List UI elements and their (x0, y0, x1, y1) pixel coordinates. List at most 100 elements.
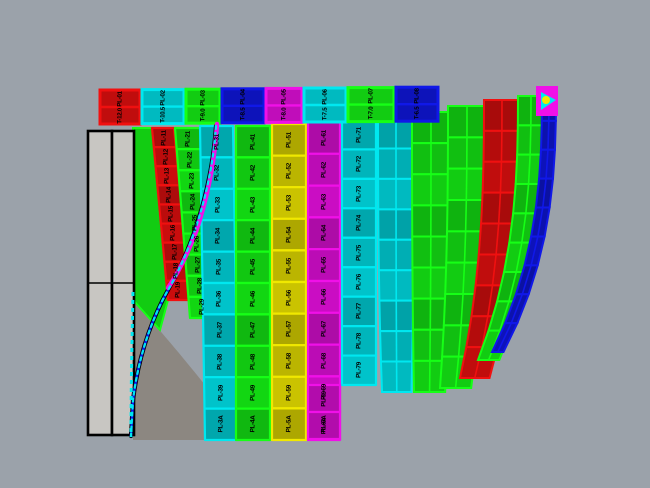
mesh-gridline (454, 356, 460, 389)
cell-label: PL-61 (320, 129, 328, 146)
cell-label: PL-31 (212, 133, 221, 150)
cell-label: PL-57 (285, 321, 293, 338)
cell-label: PL-14 (165, 186, 173, 203)
mesh-gridline (530, 236, 539, 266)
cell-label: PL-24 (189, 193, 198, 210)
cyan-dashed-vertical (129, 291, 135, 438)
cell-label: PL-46 (249, 290, 257, 307)
mesh-gridline (515, 242, 523, 273)
mesh-gridline (525, 183, 530, 214)
mesh-gridline (510, 293, 524, 324)
mesh-gridline (521, 213, 527, 243)
cell-label: PL-18 (172, 263, 181, 280)
cell-label: PL-56 (285, 289, 293, 306)
cell-label: PL-23 (187, 172, 196, 189)
cell-label: PL-65 (320, 257, 328, 274)
cell-label: PL-52 (285, 163, 293, 180)
cell-label: PL-44 (249, 227, 257, 244)
cell-label: PL-22 (186, 151, 194, 168)
cell-label: PL-35 (214, 259, 223, 276)
mesh-cell[interactable] (306, 383, 342, 414)
cell-label: PL-02 (159, 90, 167, 106)
cell-label: PL-49 (249, 384, 257, 401)
cell-label: PL-05 (280, 89, 288, 105)
cell-label: T-9.0 (199, 108, 207, 122)
header-box-group[interactable] (98, 85, 440, 126)
cell-label: PL-36 (215, 290, 224, 307)
cell-label: PL-54 (285, 226, 293, 243)
cell-label: PL-13 (163, 167, 172, 184)
cell-label: PL-19 (174, 282, 182, 299)
mesh-gridline (460, 293, 464, 326)
orientation-marker-dot (542, 96, 550, 104)
cell-label: PL-08 (413, 87, 421, 104)
mesh-gridline (497, 192, 502, 224)
cell-label: PL-58 (285, 352, 293, 370)
cell-label: PL-48 (249, 353, 257, 370)
cell-label: PL-06 (321, 88, 329, 105)
cell-label: PL-75 (355, 244, 363, 261)
cell-label: T-6.5 (413, 106, 421, 120)
right-mesh-group[interactable] (376, 91, 558, 393)
cell-label: PL-07 (367, 88, 375, 104)
mesh-gridline (537, 207, 544, 237)
cell-label: PL-45 (249, 259, 257, 276)
cell-label: PL-74 (355, 214, 363, 232)
profile-curves (128, 121, 220, 439)
mesh-gridline (541, 178, 547, 208)
cell-label: PL-76 (355, 273, 363, 291)
cell-label: PL-01 (116, 90, 124, 107)
cell-label: PL-67 (320, 320, 328, 337)
cell-label: PL-59 (285, 384, 293, 401)
cell-label: PL-6A (320, 417, 328, 434)
mesh-gridline (464, 199, 468, 232)
cell-label: PL-39 (216, 384, 225, 401)
mesh-cell[interactable] (340, 354, 378, 387)
mesh-gridline (462, 262, 466, 295)
cell-label: T-7.0 (367, 106, 375, 120)
cell-label: PL-03 (199, 89, 207, 106)
mesh-gridline (527, 154, 531, 185)
cell-label: T-8.0 (280, 107, 288, 121)
cell-label: PL-29 (197, 299, 206, 316)
cell-label: PL-69 (320, 384, 328, 401)
cell-label: PL-04 (239, 89, 247, 106)
labeled-mesh-group[interactable] (132, 118, 378, 442)
cell-label: T-8.5 (239, 107, 247, 121)
cell-label: PL-3A (217, 415, 226, 433)
cell-label: PL-62 (320, 161, 328, 178)
cell-label: PL-16 (168, 225, 177, 242)
mesh-gridline (545, 149, 549, 179)
cell-label: PL-37 (215, 322, 224, 339)
cell-label: PL-63 (320, 193, 328, 210)
cell-label: PL-25 (191, 214, 199, 232)
mesh-cell[interactable] (234, 407, 272, 442)
cell-label: PL-27 (194, 257, 203, 274)
cell-label: PL-51 (285, 131, 293, 148)
cell-label: PL-55 (285, 258, 293, 275)
cell-label: PL-34 (214, 227, 223, 244)
cell-label: PL-5A (285, 415, 293, 433)
orientation-marker[interactable] (536, 86, 558, 116)
cell-label: PL-77 (355, 303, 363, 320)
cell-label: PL-69 (320, 390, 328, 407)
mesh-gridline (529, 125, 532, 155)
mesh-cell[interactable] (306, 410, 342, 441)
cell-label: PL-12 (161, 148, 170, 165)
cell-label: PL-38 (216, 353, 225, 370)
mesh-gridline (497, 322, 512, 353)
cell-label: PL-17 (170, 244, 179, 261)
cell-label: PL-28 (196, 278, 204, 295)
cell-label: PL-42 (249, 165, 257, 182)
shaded-solid-region (133, 300, 205, 440)
cell-label: PL-66 (320, 288, 328, 305)
mesh-gridline (495, 223, 500, 255)
mesh-cell[interactable] (270, 407, 308, 442)
bulkhead-panels[interactable] (86, 129, 136, 437)
cell-label: T-12.0 (116, 107, 124, 124)
mesh-gridline (508, 271, 518, 302)
cell-label: PL-21 (184, 130, 193, 147)
